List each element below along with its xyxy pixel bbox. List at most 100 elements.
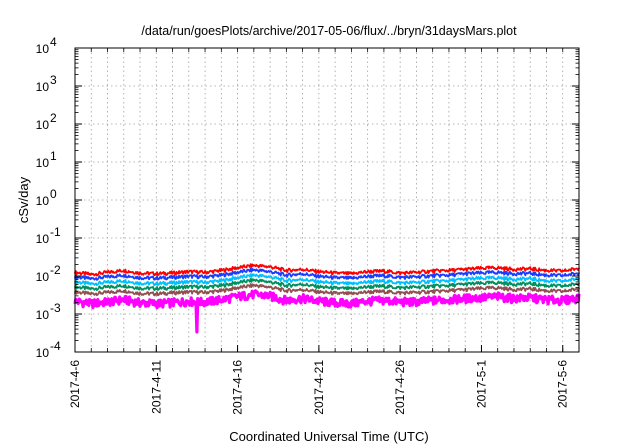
data-point — [464, 278, 467, 281]
data-point — [529, 277, 532, 280]
data-point — [171, 291, 174, 294]
series-line-3 — [74, 277, 580, 292]
data-point — [139, 276, 141, 279]
data-point — [383, 299, 385, 302]
data-point — [561, 285, 564, 288]
data-point — [196, 329, 198, 332]
data-point — [399, 272, 402, 274]
data-point — [317, 280, 320, 283]
y-tick-exponent: 3 — [50, 73, 57, 87]
data-point — [236, 286, 239, 289]
data-point — [334, 287, 337, 290]
data-point — [236, 266, 239, 269]
x-tick-label: 2017-4-11 — [149, 360, 163, 414]
data-point — [106, 286, 109, 289]
data-point — [269, 270, 271, 273]
data-point — [90, 292, 93, 295]
series-line-1 — [74, 267, 580, 281]
data-point — [252, 268, 255, 271]
data-point — [529, 272, 532, 275]
data-point — [220, 279, 223, 282]
data-point — [285, 274, 288, 277]
data-point — [269, 286, 271, 289]
data-point — [350, 282, 353, 285]
data-point — [90, 273, 93, 276]
data-point — [269, 275, 271, 278]
data-point — [269, 280, 271, 283]
data-point — [448, 284, 450, 287]
data-point — [513, 278, 515, 281]
data-point — [171, 276, 174, 279]
data-point — [106, 275, 109, 278]
data-point — [155, 277, 158, 280]
y-tick-exponent: -1 — [50, 225, 61, 239]
data-point — [220, 289, 223, 292]
data-point — [204, 300, 206, 303]
data-point — [448, 289, 450, 292]
data-point — [513, 288, 515, 291]
data-point — [334, 272, 337, 274]
data-point — [480, 296, 483, 299]
data-point — [464, 297, 467, 300]
data-point — [90, 302, 93, 305]
data-point — [350, 302, 353, 305]
y-tick-exponent: 4 — [50, 35, 57, 49]
data-point — [383, 274, 385, 277]
y-tick-label: 10 — [36, 156, 50, 170]
data-point — [529, 267, 532, 270]
data-point — [139, 282, 141, 285]
data-point — [334, 282, 337, 285]
data-point — [496, 286, 499, 289]
y-tick-exponent: 2 — [50, 111, 57, 125]
series-line-5 — [73, 289, 581, 334]
data-point — [220, 274, 223, 277]
data-point — [415, 275, 418, 278]
data-point — [464, 272, 467, 275]
data-point — [106, 291, 109, 294]
data-point — [366, 280, 369, 283]
data-point — [155, 272, 158, 275]
data-point — [561, 290, 564, 293]
x-tick-label: 2017-4-16 — [231, 360, 245, 415]
y-tick-label: 10 — [36, 346, 50, 360]
data-point — [496, 295, 499, 298]
data-point — [431, 299, 434, 302]
data-point — [269, 265, 271, 268]
data-point — [122, 274, 125, 277]
data-point — [139, 301, 141, 304]
data-point — [350, 287, 353, 290]
y-axis-label: cSv/day — [16, 176, 31, 223]
x-tick-label: 2017-5-1 — [474, 360, 488, 408]
y-tick-label: 10 — [36, 118, 50, 132]
data-point — [431, 280, 434, 283]
data-point — [350, 272, 353, 275]
data-point — [204, 275, 206, 278]
data-point — [187, 280, 190, 283]
data-point — [187, 300, 190, 302]
data-point — [204, 286, 206, 289]
data-point — [106, 300, 109, 303]
data-point — [513, 268, 515, 271]
data-point — [496, 276, 499, 279]
data-point — [106, 281, 109, 284]
data-point — [301, 283, 304, 286]
data-point — [415, 291, 418, 294]
data-point — [399, 286, 402, 289]
data-point — [139, 292, 141, 295]
data-point — [155, 302, 158, 305]
data-point — [252, 274, 255, 277]
x-axis: 2017-4-6 2017-4-11 2017-4-16 2017-4-21 2017-… — [68, 48, 570, 415]
data-point — [90, 287, 93, 290]
data-point — [236, 295, 239, 298]
y-tick-label: 10 — [36, 80, 50, 94]
data-point — [383, 270, 385, 272]
data-point — [383, 280, 385, 283]
data-point — [399, 300, 402, 303]
data-point — [122, 298, 125, 301]
data-point — [269, 294, 271, 297]
data-point — [480, 282, 483, 285]
data-point — [366, 275, 369, 278]
data-point — [545, 298, 548, 301]
data-point — [301, 272, 304, 275]
